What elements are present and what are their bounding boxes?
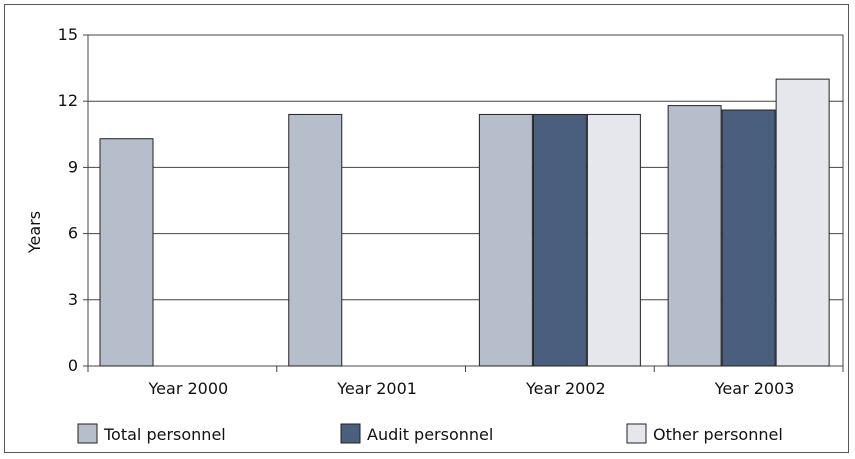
bar-total-personnel-year-2000 [99,138,154,367]
y-tick-label: 6 [68,224,78,243]
bar-other-personnel-year-2003 [775,78,830,367]
y-tick-label: 15 [58,25,78,44]
bar-other-personnel-year-2002 [586,113,641,367]
y-tick-label: 0 [68,356,78,375]
bar-total-personnel-year-2001 [288,113,343,367]
x-tick-label: Year 2003 [714,379,795,398]
y-axis-label: Years [25,211,44,254]
bar-total-personnel-year-2002 [478,113,533,367]
legend: Total personnel Audit personnel Other pers… [77,423,783,444]
bar-audit-personnel-year-2003 [721,109,776,367]
legend-label-audit-personnel: Audit personnel [367,425,493,444]
bar-total-personnel-year-2003 [667,105,722,367]
legend-swatch-other-personnel [626,423,647,444]
y-tick-label: 3 [68,290,78,309]
chart-frame [4,4,849,453]
legend-label-other-personnel: Other personnel [653,425,783,444]
legend-label-total-personnel: Total personnel [103,425,226,444]
bar-audit-personnel-year-2002 [532,113,587,367]
y-tick-label: 12 [58,91,78,110]
x-tick-label: Year 2002 [525,379,606,398]
x-tick-label: Year 2001 [336,379,417,398]
legend-swatch-audit-personnel [340,423,361,444]
bars [99,78,830,367]
axes: 0 3 6 9 12 15 Year 2000 Year 2001 Year 2002 Year … [58,25,844,398]
y-tick-label: 9 [68,157,78,176]
x-tick-label: Year 2000 [148,379,229,398]
legend-swatch-total-personnel [77,423,98,444]
